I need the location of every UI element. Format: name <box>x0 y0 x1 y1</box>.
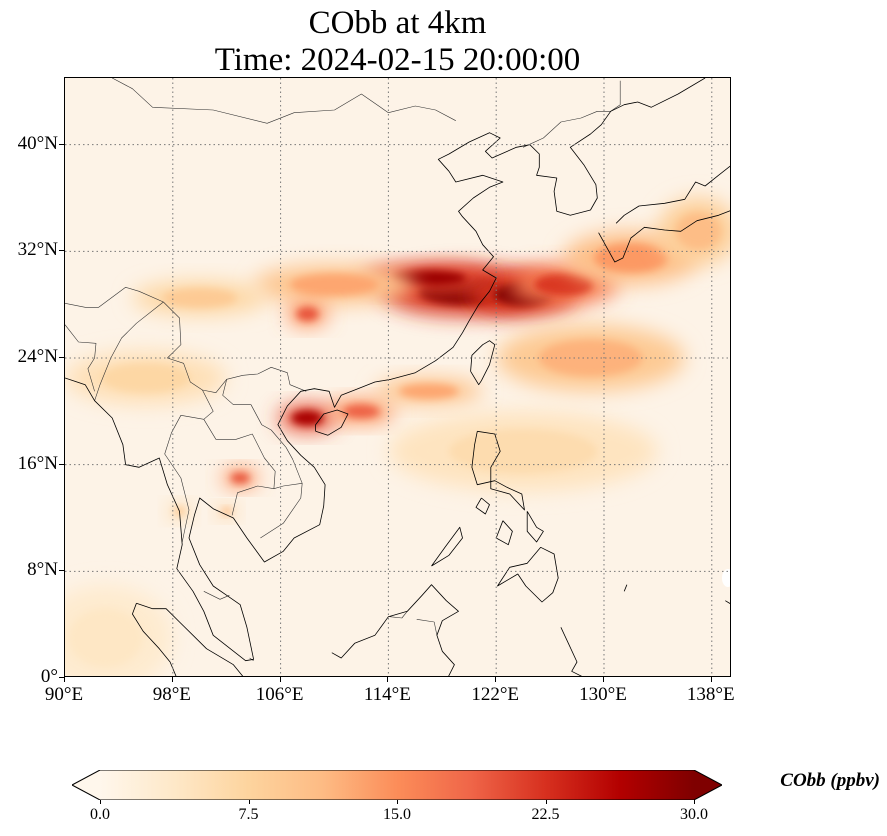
plume-13-core <box>230 472 250 484</box>
plume-8-core <box>162 288 237 308</box>
colorbar-gradient <box>100 770 694 800</box>
colorbar-tick-label: 30.0 <box>680 806 708 823</box>
lat-tick-label: 16°N <box>17 452 58 474</box>
lon-tick-label: 114°E <box>363 684 411 705</box>
border-7 <box>65 324 97 392</box>
plume-5-core <box>676 213 721 250</box>
border-2 <box>202 389 303 539</box>
lat-tick-mark <box>59 357 64 358</box>
border-12 <box>522 110 611 148</box>
colorbar-tick-label: 0.0 <box>90 806 110 823</box>
coastline-0 <box>65 132 530 662</box>
border-14 <box>610 80 621 112</box>
coastline-5 <box>615 165 730 224</box>
plume-layer <box>65 198 730 676</box>
border-6 <box>94 301 164 401</box>
border-1 <box>65 287 164 308</box>
gridlines <box>65 78 730 676</box>
lon-tick-mark <box>387 677 389 682</box>
nodata-patch <box>721 569 730 587</box>
lon-tick-label: 106°E <box>255 684 304 705</box>
lat-tick-label: 8°N <box>27 559 58 581</box>
colorbar-tick-label: 7.5 <box>238 806 259 823</box>
coastlines <box>65 78 730 676</box>
colorbar <box>72 770 722 800</box>
coastline-8 <box>526 511 544 543</box>
lat-tick-mark <box>59 463 64 465</box>
colorbar-label: CObb (ppbv) <box>780 770 880 791</box>
plume-17-core <box>221 507 232 515</box>
coastline-6 <box>471 430 525 511</box>
coastline-16 <box>623 584 628 592</box>
colorbar-tick-mark <box>100 800 101 804</box>
plume-15-core <box>449 429 598 474</box>
lon-tick-label: 122°E <box>471 684 520 705</box>
border-5 <box>231 485 274 516</box>
lon-tick-mark <box>602 677 604 682</box>
border-0 <box>163 301 307 394</box>
lat-tick-label: 40°N <box>17 132 58 154</box>
plume-3-core <box>533 273 594 296</box>
plume-18-core <box>68 608 143 668</box>
colorbar-tick-mark <box>545 800 547 804</box>
border-10 <box>389 611 408 619</box>
lat-tick-label: 32°N <box>17 239 58 261</box>
lon-tick-mark <box>495 677 497 682</box>
plume-9-core <box>291 410 324 426</box>
lat-tick-mark <box>59 570 64 572</box>
coastline-2 <box>470 340 496 386</box>
lat-tick-mark <box>59 677 64 678</box>
plume-7-core <box>296 307 319 321</box>
plume-6-core <box>290 273 379 296</box>
coastline-1 <box>529 78 706 216</box>
coastline-11 <box>475 497 490 515</box>
lat-tick-label: 0° <box>40 666 58 687</box>
lat-tick-label: 24°N <box>17 346 58 367</box>
border-3 <box>222 379 303 484</box>
coastline-13 <box>136 602 244 676</box>
lon-tick-mark <box>171 677 173 682</box>
lon-tick-label: 138°E <box>686 684 735 705</box>
coastline-9 <box>495 520 513 546</box>
map-subtitle-time: Time: 2024-02-15 20:00:00 <box>214 42 581 78</box>
lon-tick-mark <box>279 677 281 682</box>
coastline-12 <box>331 584 459 676</box>
colorbar-tick-mark <box>248 800 250 804</box>
coastline-3 <box>315 409 349 436</box>
lon-tick-mark <box>710 677 712 682</box>
border-4 <box>164 414 204 543</box>
border-9 <box>203 591 230 600</box>
lat-tick-mark <box>59 143 64 145</box>
colorbar-extend-min <box>72 770 100 800</box>
map-panel[interactable] <box>64 77 731 677</box>
colorbar-extend-max <box>694 770 722 800</box>
coastline-7 <box>497 546 559 603</box>
colorbar-tick-mark <box>694 800 695 804</box>
plume-4-core <box>593 243 668 273</box>
coastline-15 <box>560 627 582 676</box>
plume-11-core <box>399 384 459 399</box>
plume-14-core <box>101 363 191 393</box>
colorbar-tick-label: 22.5 <box>531 806 560 823</box>
coastline-17 <box>725 600 730 604</box>
coastline-4 <box>598 210 730 263</box>
plume-10-core <box>342 404 380 418</box>
lon-tick-label: 90°E <box>44 684 84 705</box>
coastline-14 <box>132 603 177 676</box>
country-borders <box>65 78 621 661</box>
lon-tick-label: 130°E <box>579 684 627 705</box>
lat-tick-mark <box>59 250 64 252</box>
border-13 <box>112 78 456 124</box>
colorbar-tick-mark <box>397 800 398 804</box>
border-11 <box>416 619 438 636</box>
lon-tick-label: 98°E <box>152 684 191 705</box>
coastline-10 <box>431 526 463 567</box>
colorbar-tick-label: 15.0 <box>383 806 411 823</box>
map-canvas[interactable] <box>65 78 731 677</box>
plume-12-core <box>538 339 643 377</box>
lon-tick-mark <box>64 677 65 682</box>
map-title: CObb at 4km <box>308 5 487 41</box>
